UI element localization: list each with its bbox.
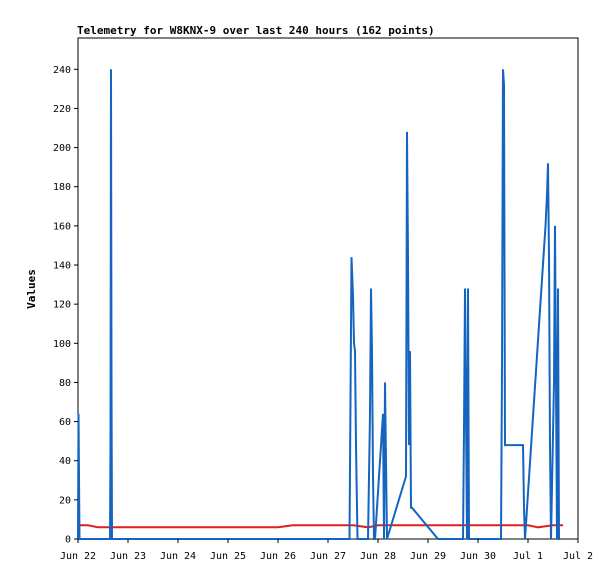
y-tick-label: 20	[59, 495, 71, 506]
plot-area	[77, 37, 579, 540]
chart-title: Telemetry for W8KNX-9 over last 240 hour…	[77, 24, 435, 37]
y-tick-label: 80	[59, 378, 71, 389]
y-tick-label: 200	[53, 143, 71, 154]
x-tick-label: Jun 26	[260, 551, 296, 562]
y-tick-label: 100	[53, 339, 71, 350]
y-tick-label: 60	[59, 417, 71, 428]
x-tick-label: Jun 28	[360, 551, 396, 562]
series-line-0	[77, 69, 560, 540]
y-tick-label: 120	[53, 300, 71, 311]
plot-frame	[77, 37, 579, 540]
y-tick-label: 180	[53, 182, 71, 193]
x-tick-label: Jul 2	[563, 551, 593, 562]
x-tick-label: Jul 1	[513, 551, 543, 562]
y-tick-label: 160	[53, 221, 71, 232]
y-axis: 0 20 40 60 80 100 120 140 160 180 200 220 240	[53, 65, 78, 546]
x-axis: Jun 22 Jun 23 Jun 24 Jun 25 Jun 26 Jun 27 Jun …	[60, 539, 593, 562]
y-tick-label: 240	[53, 65, 71, 76]
y-tick-label: 0	[65, 535, 71, 546]
x-tick-label: Jun 27	[310, 551, 346, 562]
y-tick-label: 140	[53, 261, 71, 272]
x-tick-label: Jun 23	[110, 551, 146, 562]
y-tick-label: 220	[53, 104, 71, 115]
x-tick-label: Jun 22	[60, 551, 96, 562]
y-tick-label: 40	[59, 456, 71, 467]
x-tick-label: Jun 29	[410, 551, 446, 562]
x-tick-label: Jun 30	[460, 551, 496, 562]
x-tick-label: Jun 24	[160, 551, 196, 562]
x-tick-label: Jun 25	[210, 551, 246, 562]
y-axis-label: Values	[25, 269, 38, 309]
series-line-1	[78, 524, 563, 529]
